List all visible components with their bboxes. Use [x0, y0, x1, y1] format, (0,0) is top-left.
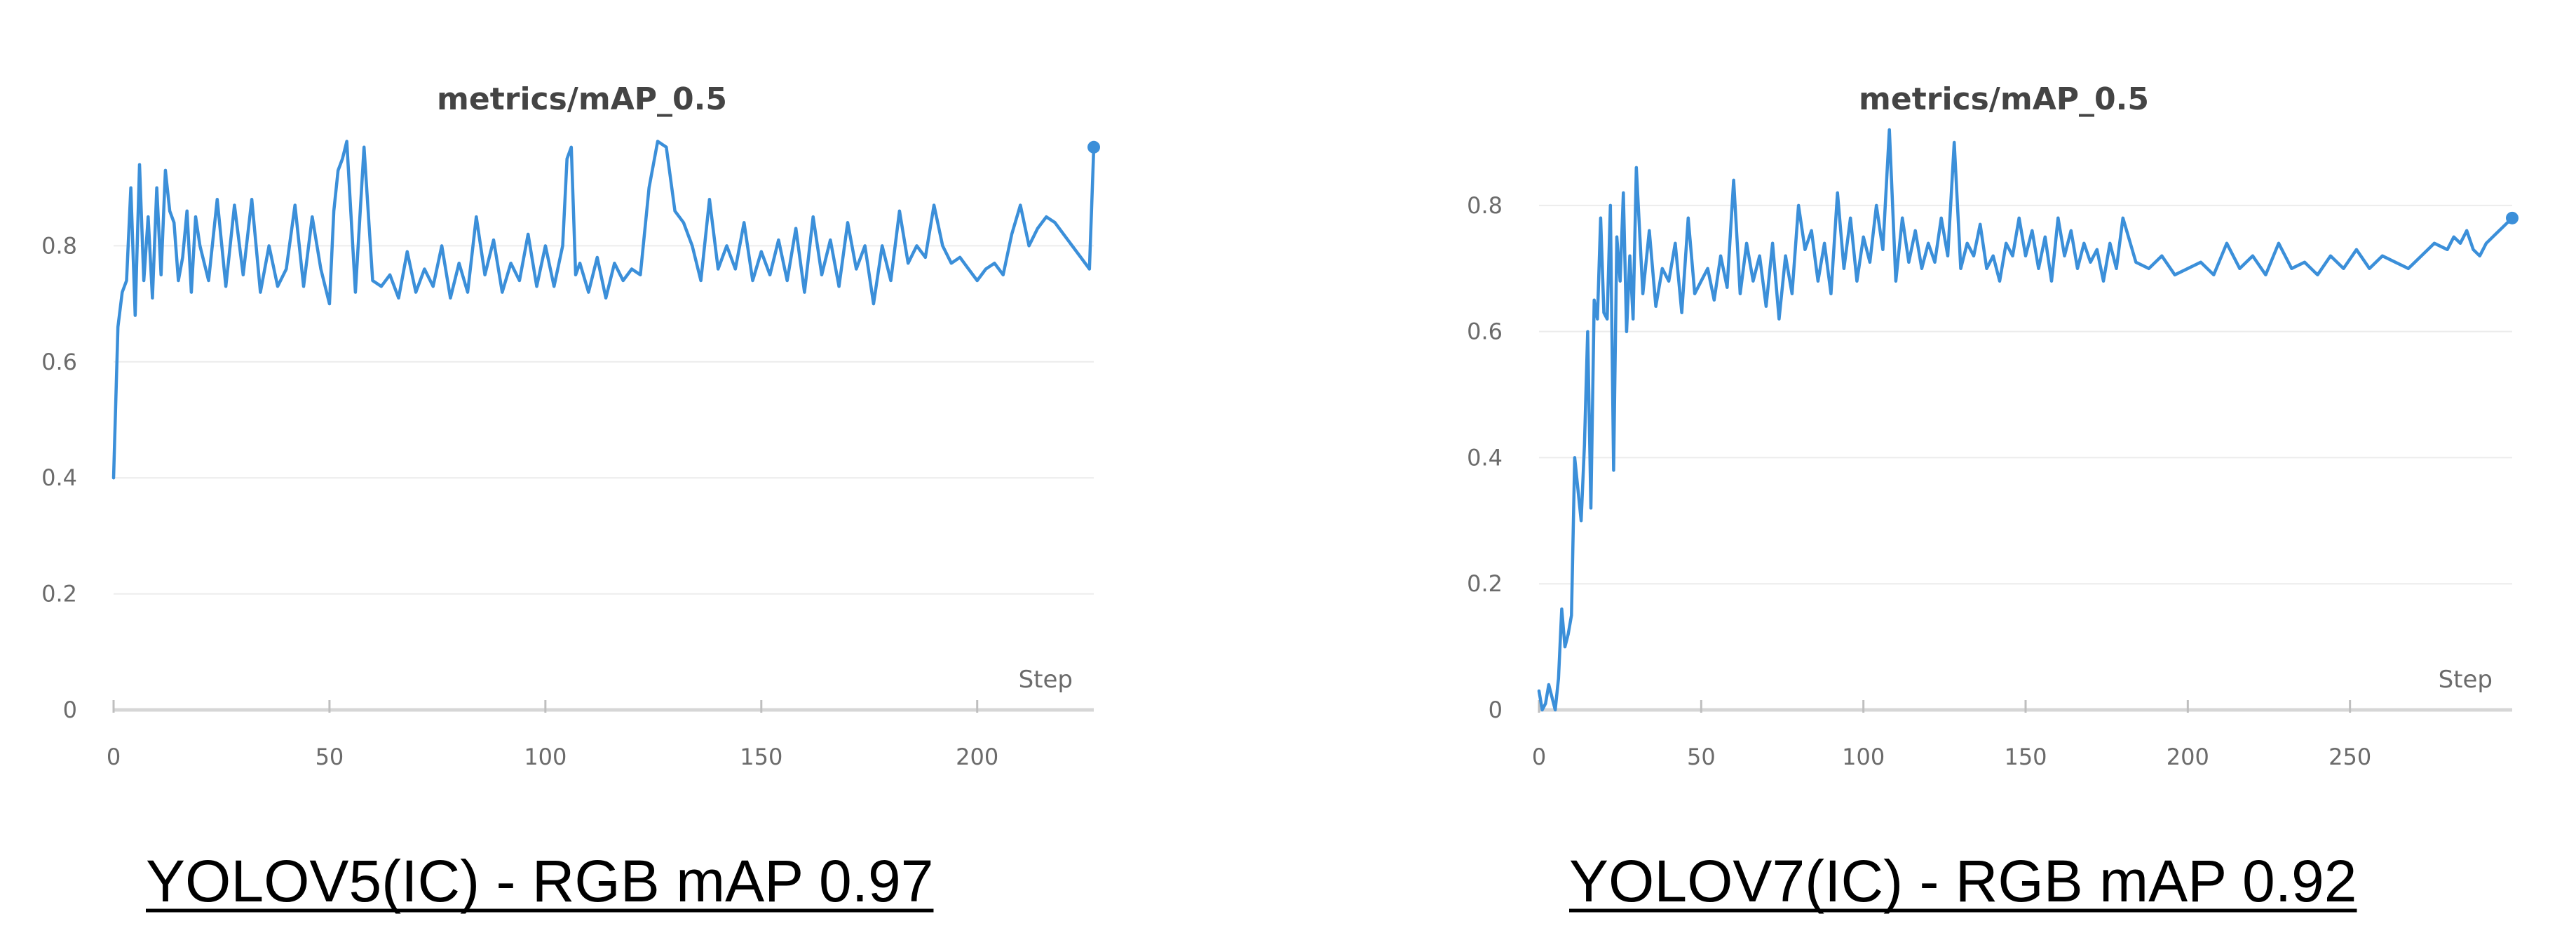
y-tick-label: 0.6	[1467, 318, 1503, 345]
chart-title: metrics/mAP_0.5	[437, 81, 727, 117]
y-tick-label: 0.8	[1467, 192, 1503, 219]
y-tick-label: 0	[63, 697, 77, 723]
chart-caption: YOLOV7(IC) - RGB mAP 0.92	[1569, 848, 2357, 914]
x-tick-label: 200	[2167, 744, 2209, 770]
y-tick-label: 0.8	[41, 232, 77, 259]
y-tick-label: 0.4	[1467, 444, 1503, 471]
chart-2: metrics/mAP_0.5 0 0.2 0.4 0.6 0.8 0 50 100 150 200…	[1467, 81, 2519, 914]
chart-1: metrics/mAP_0.5 0 0.2 0.4 0.6 0.8 0 50 100 150 200…	[41, 81, 1100, 914]
x-tick-label: 100	[1842, 744, 1885, 770]
y-tick-label: 0.2	[41, 581, 77, 607]
x-tick-label: 250	[2328, 744, 2371, 770]
x-tick-label: 100	[524, 744, 567, 770]
x-tick-label: 50	[1687, 744, 1716, 770]
x-tick-label: 150	[2004, 744, 2047, 770]
series-line	[1537, 128, 2514, 712]
y-tick-label: 0	[1489, 697, 1503, 723]
series-end-point	[2506, 211, 2519, 224]
x-tick-label: 0	[107, 744, 121, 770]
x-tick-label: 200	[956, 744, 998, 770]
x-axis-label: Step	[1019, 666, 1073, 694]
series-end-point	[1087, 140, 1100, 154]
series-line	[111, 140, 1096, 480]
x-axis-label: Step	[2439, 666, 2493, 694]
y-tick-label: 0.2	[1467, 570, 1503, 597]
y-tick-label: 0.4	[41, 464, 77, 491]
x-tick-label: 150	[740, 744, 782, 770]
chart-caption: YOLOV5(IC) - RGB mAP 0.97	[146, 848, 933, 914]
x-tick-label: 50	[316, 744, 344, 770]
y-tick-label: 0.6	[41, 349, 77, 375]
x-tick-label: 0	[1532, 744, 1546, 770]
chart-title: metrics/mAP_0.5	[1859, 81, 2149, 117]
